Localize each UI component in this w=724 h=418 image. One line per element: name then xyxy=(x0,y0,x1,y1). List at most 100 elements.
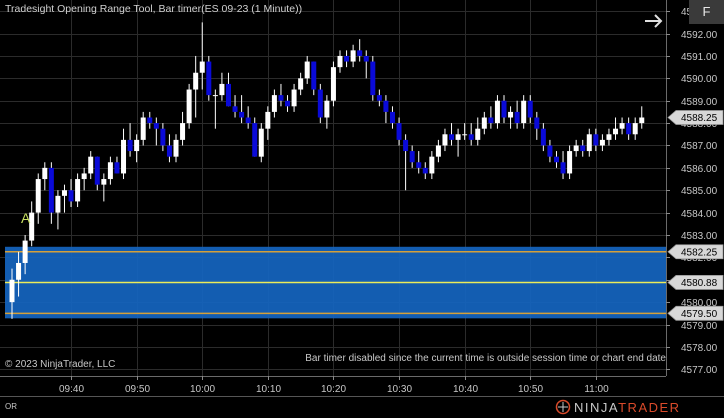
candle-down xyxy=(160,128,166,146)
candle-up xyxy=(337,55,343,68)
candle-down xyxy=(514,111,520,124)
candle-up xyxy=(304,61,310,79)
candle-up xyxy=(258,128,264,157)
candle-up xyxy=(81,173,87,180)
y-tick-label: 4592.00 xyxy=(681,30,718,41)
y-tick-label: 4586.00 xyxy=(681,164,718,175)
f-button[interactable]: F xyxy=(689,0,724,24)
candle-down xyxy=(580,145,586,152)
logo-ninja-text: NINJA xyxy=(574,400,619,415)
candle-up xyxy=(212,95,218,97)
marker-label-a: A xyxy=(21,210,31,226)
time-axis[interactable]: 09:40 09:50 10:00 10:10 10:20 10:30 10:40 10:50… xyxy=(0,376,724,397)
candle-up xyxy=(180,123,186,140)
opening-range xyxy=(5,246,666,319)
y-tick-label: 4579.00 xyxy=(681,321,718,332)
y-tick-label: 4578.00 xyxy=(681,343,718,354)
candle-up xyxy=(442,134,448,146)
y-tick-label: 4583.00 xyxy=(681,231,718,242)
candle-up xyxy=(599,139,605,146)
candle-down xyxy=(383,100,389,112)
candle-up xyxy=(140,117,146,140)
ninjatrader-logo-icon xyxy=(555,399,571,415)
y-tick-label: 4589.00 xyxy=(681,97,718,108)
candle-down xyxy=(416,162,422,168)
candle-down xyxy=(396,123,402,140)
candle-up xyxy=(298,78,304,90)
candle-down xyxy=(166,145,172,157)
candle-down xyxy=(403,139,409,152)
candle-down xyxy=(311,61,317,90)
candle-up xyxy=(16,262,22,280)
candle-down xyxy=(127,139,133,152)
candle-up xyxy=(613,128,619,135)
candle-down xyxy=(153,123,159,129)
candle-up xyxy=(494,100,500,124)
candle-up xyxy=(481,117,487,129)
copyright-text: © 2023 NinjaTrader, LLC xyxy=(5,359,116,370)
candle-up xyxy=(101,179,107,185)
price-axis[interactable]: 4577.004578.004579.004580.004581.004582.… xyxy=(666,0,724,418)
candle-down xyxy=(540,128,546,146)
candle-up xyxy=(429,156,435,174)
price-axis-bg xyxy=(666,0,724,418)
x-tick-label: 09:50 xyxy=(125,384,150,395)
scroll-to-end-arrow-icon[interactable] xyxy=(641,9,667,33)
candle-up xyxy=(173,139,179,157)
candle-up xyxy=(639,117,645,124)
chart-title: Tradesight Opening Range Tool, Bar timer… xyxy=(5,3,303,15)
candle-up xyxy=(606,134,612,140)
x-tick-label: 11:00 xyxy=(584,384,609,395)
candle-down xyxy=(245,117,251,124)
candle-down xyxy=(468,134,474,140)
candle-down xyxy=(232,106,238,112)
candle-up xyxy=(271,95,277,112)
candle-down xyxy=(252,123,258,157)
candle-up xyxy=(330,67,336,101)
candle-down xyxy=(68,190,74,202)
candle-up xyxy=(55,195,61,213)
candle-down xyxy=(560,162,566,174)
candle-up xyxy=(35,179,41,213)
candle-down xyxy=(357,50,363,56)
candle-up xyxy=(521,100,527,124)
x-tick-label: 10:20 xyxy=(321,384,346,395)
candle-up xyxy=(291,89,297,107)
x-tick-label: 10:40 xyxy=(453,384,478,395)
candle-up xyxy=(462,134,468,136)
candle-up xyxy=(61,190,67,196)
candle-up xyxy=(508,111,514,118)
candle-up xyxy=(435,145,441,157)
candle-up xyxy=(219,83,225,96)
y-tick-label: 4587.00 xyxy=(681,141,718,152)
range-low-tag-bg xyxy=(667,305,724,321)
ninjatrader-logo: NINJATRADER xyxy=(555,399,681,415)
candle-down xyxy=(449,134,455,140)
candle-down xyxy=(553,156,559,163)
candle-up xyxy=(134,139,140,152)
candle-down xyxy=(593,134,599,146)
candle-up xyxy=(121,139,127,174)
y-tick-label: 4590.00 xyxy=(681,74,718,85)
range-mid-tag-bg xyxy=(667,275,724,290)
candle-up xyxy=(193,72,199,90)
x-tick-label: 09:40 xyxy=(59,384,84,395)
candle-down xyxy=(409,151,415,163)
candle-up xyxy=(265,111,271,129)
candle-down xyxy=(48,167,54,213)
candle-up xyxy=(475,128,481,140)
price-labels: A 4588.25 4582.25 4580.88 4579.50 xyxy=(21,110,724,321)
candle-up xyxy=(632,123,638,135)
y-tick-label: 4584.00 xyxy=(681,209,718,220)
logo-trader-text: TRADER xyxy=(618,400,681,415)
range-low-tag: 4579.50 xyxy=(681,309,718,320)
y-tick-label: 4580.00 xyxy=(681,298,718,309)
candle-down xyxy=(626,123,632,135)
candle-down xyxy=(344,55,350,62)
y-tick-label: 4591.00 xyxy=(681,52,718,63)
range-high-tag: 4582.25 xyxy=(681,247,718,258)
candle-up xyxy=(75,179,81,202)
candle-up xyxy=(573,145,579,152)
x-tick-label: 10:10 xyxy=(256,384,281,395)
